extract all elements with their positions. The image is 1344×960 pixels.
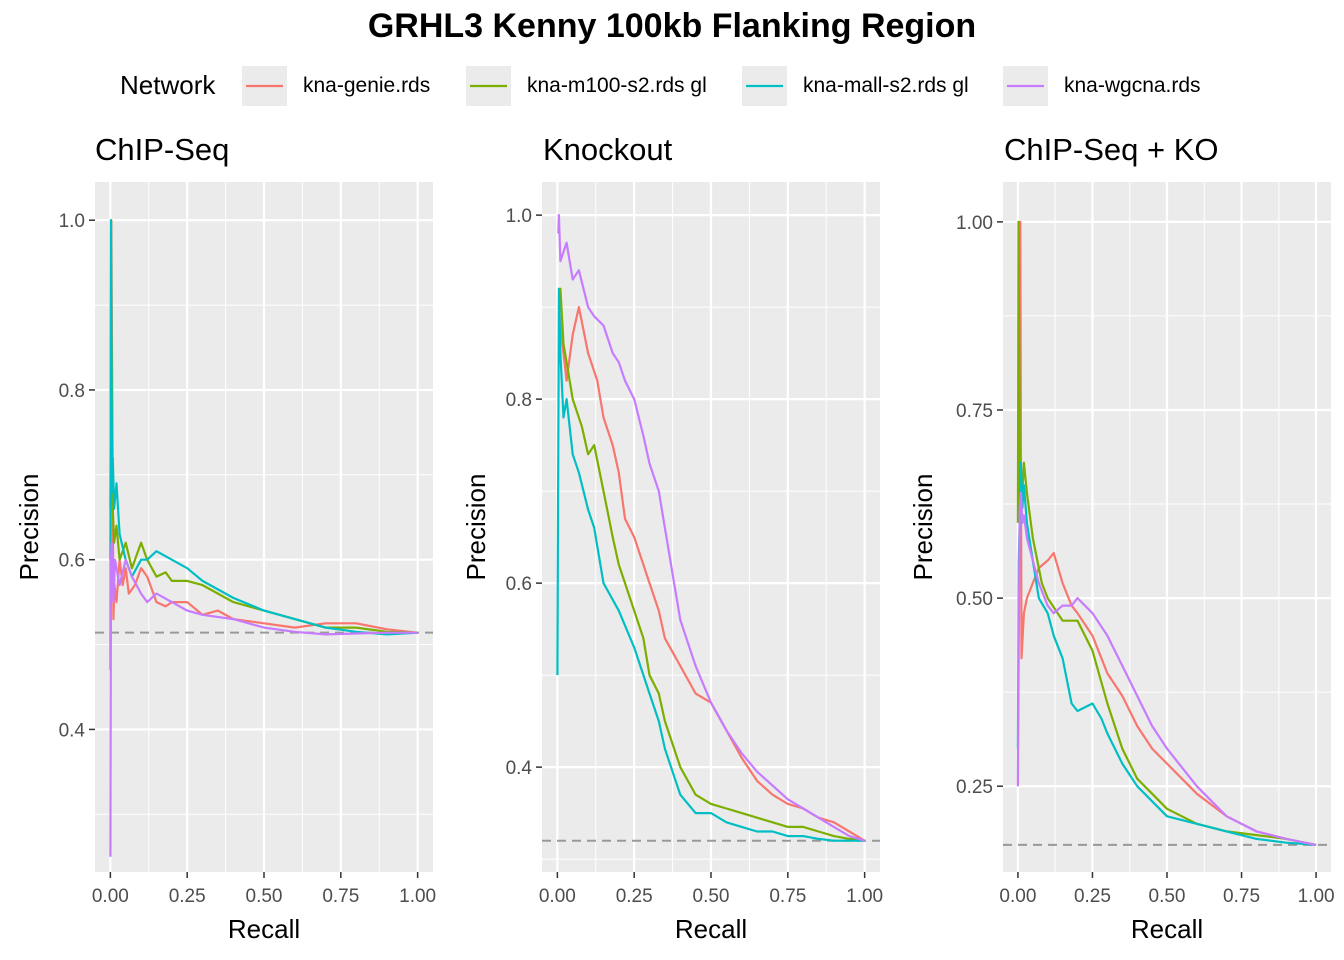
y-tick-label: 0.8 — [59, 381, 85, 402]
x-tick-label: 1.00 — [399, 886, 436, 907]
y-tick-label: 0.6 — [59, 551, 85, 572]
x-tick-label: 0.00 — [999, 886, 1036, 907]
x-tick-label: 0.25 — [169, 886, 206, 907]
x-tick-label: 0.50 — [1149, 886, 1186, 907]
series-line-kna-genie-rds — [557, 306, 866, 842]
y-tick-label: 0.25 — [956, 777, 993, 798]
x-tick-label: 0.50 — [693, 886, 730, 907]
panel-title: ChIP-Seq + KO — [1004, 132, 1219, 167]
x-tick-label: 0.00 — [92, 886, 129, 907]
panel-title: Knockout — [543, 132, 673, 167]
y-tick-label: 0.4 — [59, 720, 86, 741]
x-tick-label: 0.00 — [539, 886, 576, 907]
x-tick-label: 1.00 — [1298, 886, 1335, 907]
panel-1: ChIP-Seq 0.00 0.25 0.50 0.75 1.00 0.4 0.6 0.8 1.0… — [14, 132, 436, 944]
series-line-kna-mall-s2-rds-gl — [1016, 461, 1317, 846]
series-line-kna-mall-s2-rds-gl — [109, 219, 418, 671]
series-line-kna-m100-s2-rds-gl — [557, 287, 865, 842]
y-axis-label: Precision — [14, 474, 44, 581]
series-line-kna-genie-rds — [1017, 220, 1317, 846]
series-line-kna-mall-s2-rds-gl — [556, 287, 865, 842]
y-tick-label: 0.75 — [956, 401, 993, 422]
x-tick-label: 0.75 — [322, 886, 359, 907]
x-tick-label: 0.75 — [769, 886, 806, 907]
legend: Network kna-genie.rds kna-m100-s2.rds gl… — [120, 66, 1201, 106]
y-tick-label: 1.0 — [506, 206, 532, 227]
series-line-kna-wgcna-rds — [1016, 491, 1317, 846]
x-tick-label: 1.00 — [846, 886, 883, 907]
y-tick-label: 1.0 — [59, 211, 85, 232]
legend-label-2: kna-m100-s2.rds gl — [527, 74, 707, 97]
y-tick-label: 0.6 — [506, 574, 532, 595]
panel-title: ChIP-Seq — [95, 132, 229, 167]
y-axis-label: Precision — [908, 474, 938, 581]
x-tick-label: 0.75 — [1223, 886, 1260, 907]
facet-panels: ChIP-Seq 0.00 0.25 0.50 0.75 1.00 0.4 0.6 0.8 1.0… — [14, 132, 1335, 944]
chart-title: GRHL3 Kenny 100kb Flanking Region — [368, 7, 976, 45]
series-line-kna-wgcna-rds — [557, 214, 865, 842]
legend-label-3: kna-mall-s2.rds gl — [803, 74, 969, 97]
y-tick-label: 0.50 — [956, 589, 993, 610]
legend-label-4: kna-wgcna.rds — [1064, 74, 1201, 97]
y-axis-label: Precision — [461, 474, 491, 581]
series-line-kna-wgcna-rds — [109, 541, 418, 857]
panel-2: Knockout 0.00 0.25 0.50 0.75 1.00 0.4 0.6 0.8 1.0… — [461, 132, 883, 944]
x-axis-label: Recall — [675, 914, 747, 944]
x-tick-label: 0.50 — [246, 886, 283, 907]
y-tick-label: 1.00 — [956, 213, 993, 234]
x-tick-label: 0.25 — [616, 886, 653, 907]
y-tick-label: 0.8 — [506, 390, 532, 411]
x-axis-label: Recall — [1131, 914, 1203, 944]
x-axis-label: Recall — [228, 914, 300, 944]
legend-label-1: kna-genie.rds — [303, 74, 430, 97]
y-tick-label: 0.4 — [506, 758, 533, 779]
legend-title: Network — [120, 70, 216, 100]
panel-3: ChIP-Seq + KO 0.00 0.25 0.50 0.75 1.00 0.25 0.5… — [908, 132, 1335, 944]
x-tick-label: 0.25 — [1074, 886, 1111, 907]
